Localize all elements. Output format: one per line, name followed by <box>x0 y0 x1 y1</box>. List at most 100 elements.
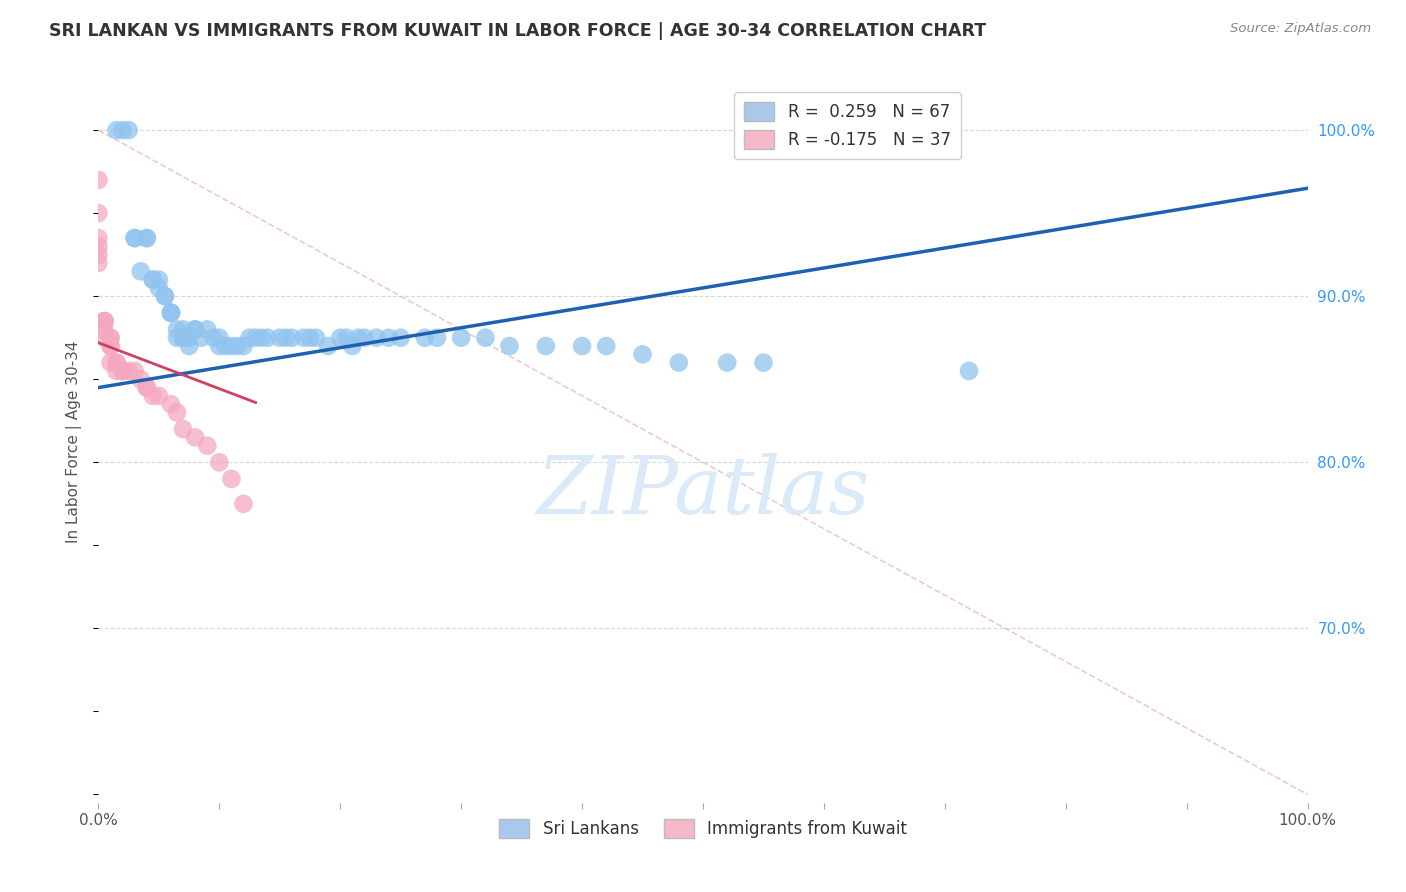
Point <box>232 339 254 353</box>
Point <box>214 339 236 353</box>
Point <box>93 314 115 328</box>
Point <box>752 356 775 370</box>
Point <box>281 331 304 345</box>
Point <box>124 364 146 378</box>
Point <box>353 331 375 345</box>
Point <box>184 430 207 444</box>
Point <box>160 306 183 320</box>
Point <box>316 339 339 353</box>
Point <box>250 331 273 345</box>
Point <box>595 339 617 353</box>
Point <box>111 364 134 378</box>
Point <box>179 339 201 353</box>
Point <box>195 322 218 336</box>
Point <box>87 206 110 220</box>
Point <box>389 331 412 345</box>
Point <box>292 331 315 345</box>
Point <box>105 356 128 370</box>
Point <box>668 356 690 370</box>
Point <box>172 322 194 336</box>
Point <box>129 372 152 386</box>
Point <box>166 405 188 419</box>
Point <box>100 356 122 370</box>
Point <box>93 322 115 336</box>
Point <box>166 322 188 336</box>
Point <box>366 331 388 345</box>
Point <box>305 331 328 345</box>
Point <box>105 123 128 137</box>
Point <box>160 306 183 320</box>
Point <box>221 472 243 486</box>
Point <box>142 389 165 403</box>
Point <box>135 380 157 394</box>
Point <box>142 272 165 286</box>
Point <box>111 364 134 378</box>
Point <box>534 339 557 353</box>
Point <box>329 331 352 345</box>
Point <box>93 331 115 345</box>
Point <box>160 397 183 411</box>
Point <box>335 331 357 345</box>
Point <box>716 356 738 370</box>
Point <box>135 231 157 245</box>
Point <box>153 289 176 303</box>
Point <box>105 364 128 378</box>
Point <box>184 322 207 336</box>
Point <box>184 322 207 336</box>
Point <box>129 264 152 278</box>
Text: Source: ZipAtlas.com: Source: ZipAtlas.com <box>1230 22 1371 36</box>
Point <box>118 123 141 137</box>
Point <box>474 331 496 345</box>
Point <box>221 339 243 353</box>
Point <box>239 331 262 345</box>
Point <box>377 331 399 345</box>
Point <box>208 331 231 345</box>
Point <box>135 380 157 394</box>
Point <box>93 314 115 328</box>
Point <box>100 331 122 345</box>
Point <box>87 239 110 253</box>
Point <box>172 331 194 345</box>
Point <box>87 256 110 270</box>
Point <box>256 331 278 345</box>
Point <box>148 281 170 295</box>
Point <box>100 339 122 353</box>
Point <box>124 231 146 245</box>
Point <box>195 439 218 453</box>
Text: ZIPatlas: ZIPatlas <box>536 453 870 531</box>
Text: SRI LANKAN VS IMMIGRANTS FROM KUWAIT IN LABOR FORCE | AGE 30-34 CORRELATION CHAR: SRI LANKAN VS IMMIGRANTS FROM KUWAIT IN … <box>49 22 987 40</box>
Point <box>87 231 110 245</box>
Point <box>111 364 134 378</box>
Point <box>111 123 134 137</box>
Point <box>342 339 364 353</box>
Point <box>202 331 225 345</box>
Point <box>105 356 128 370</box>
Point <box>347 331 370 345</box>
Point <box>153 289 176 303</box>
Point <box>498 339 520 353</box>
Point <box>957 364 980 378</box>
Point <box>172 331 194 345</box>
Y-axis label: In Labor Force | Age 30-34: In Labor Force | Age 30-34 <box>66 340 83 543</box>
Point <box>571 339 593 353</box>
Point <box>118 364 141 378</box>
Point <box>179 331 201 345</box>
Point <box>208 339 231 353</box>
Point <box>166 331 188 345</box>
Point <box>245 331 267 345</box>
Point <box>232 497 254 511</box>
Point <box>100 331 122 345</box>
Point <box>299 331 322 345</box>
Point <box>93 314 115 328</box>
Point <box>208 455 231 469</box>
Point <box>631 347 654 361</box>
Point <box>226 339 249 353</box>
Point <box>148 272 170 286</box>
Point <box>87 248 110 262</box>
Point <box>124 231 146 245</box>
Point <box>426 331 449 345</box>
Point <box>190 331 212 345</box>
Point <box>160 306 183 320</box>
Point <box>450 331 472 345</box>
Legend: Sri Lankans, Immigrants from Kuwait: Sri Lankans, Immigrants from Kuwait <box>492 813 914 845</box>
